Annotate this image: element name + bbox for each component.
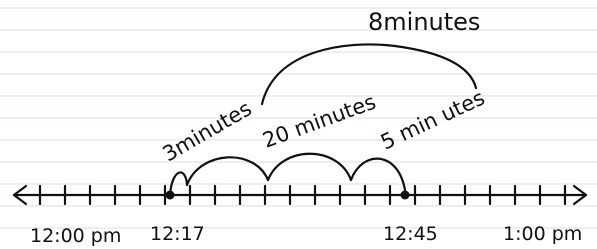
tick-label: 12:17 (150, 223, 205, 245)
tick-label: 1:00 pm (503, 223, 582, 245)
jump-label: 3minutes (159, 96, 256, 166)
diagram: 8minutes 3minutes 20 minutes 5 min utes … (0, 0, 597, 249)
tick-label: 12:45 (383, 223, 438, 245)
jump-arc (268, 154, 351, 180)
total-label: 8minutes (368, 8, 480, 36)
tick-label: 12:00 pm (30, 225, 121, 247)
jump-arc (187, 157, 268, 185)
jump-label: 20 minutes (260, 90, 379, 153)
jump-arc (351, 159, 405, 190)
point-12-45 (401, 191, 410, 200)
